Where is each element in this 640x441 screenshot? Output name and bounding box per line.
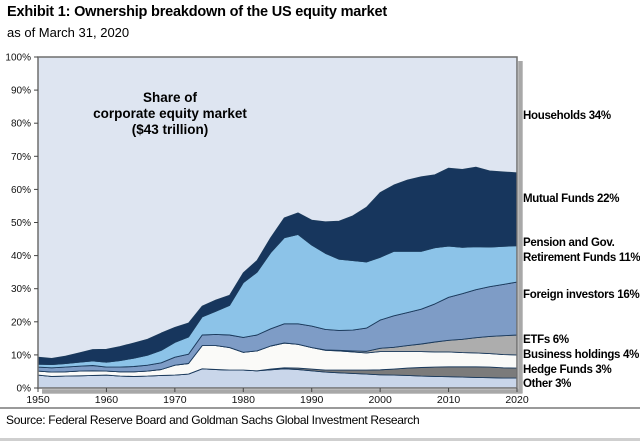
chart-annotation: Share of corporate equity market ($43 tr…: [93, 90, 247, 137]
y-tick-label: 40%: [11, 251, 31, 262]
x-tick-label: 1990: [300, 394, 324, 406]
legend-label-other: Other 3%: [523, 378, 572, 390]
legend-label-pension-gov-retirement: Pension and Gov. Retirement Funds 11%: [523, 237, 640, 264]
x-tick-label: 1950: [26, 394, 50, 406]
legend-label-foreign-investors: Foreign investors 16%: [523, 289, 640, 301]
y-tick-label: 60%: [11, 185, 31, 196]
footer-divider: [0, 407, 640, 409]
y-tick-label: 10%: [11, 350, 31, 361]
y-tick-label: 30%: [11, 284, 31, 295]
page-subtitle: as of March 31, 2020: [7, 25, 130, 40]
legend-label-mutual-funds: Mutual Funds 22%: [523, 193, 620, 205]
x-tick-label: 2020: [505, 394, 529, 406]
legend-label-business-holdings: Business holdings 4%: [523, 349, 640, 361]
page-title: Exhibit 1: Ownership breakdown of the US…: [7, 4, 387, 20]
y-tick-label: 0%: [17, 384, 32, 395]
x-tick-label: 2010: [437, 394, 461, 406]
legend-label-households: Households 34%: [523, 110, 611, 122]
y-tick-label: 20%: [11, 317, 31, 328]
y-tick-label: 100%: [5, 53, 31, 64]
legend-label-etfs: ETFs 6%: [523, 334, 569, 346]
plot-shadow-bottom: [42, 389, 523, 394]
y-tick-label: 70%: [11, 152, 31, 163]
y-tick-label: 90%: [11, 86, 31, 97]
x-tick-label: 2000: [368, 394, 392, 406]
plot-shadow-right: [518, 61, 523, 393]
ownership-stacked-area-chart: 0% 10% 20% 30% 40% 50% 60% 70% 80% 90% 100% 1950 196…: [5, 53, 529, 407]
x-tick-label: 1980: [232, 394, 256, 406]
legend-label-hedge-funds: Hedge Funds 3%: [523, 364, 612, 376]
y-tick-label: 50%: [11, 218, 31, 229]
source-text: Source: Federal Reserve Board and Goldma…: [6, 413, 420, 427]
x-tick-label: 1960: [95, 394, 119, 406]
x-tick-label: 1970: [163, 394, 187, 406]
y-tick-label: 80%: [11, 119, 31, 130]
bottom-edge: [0, 438, 640, 441]
